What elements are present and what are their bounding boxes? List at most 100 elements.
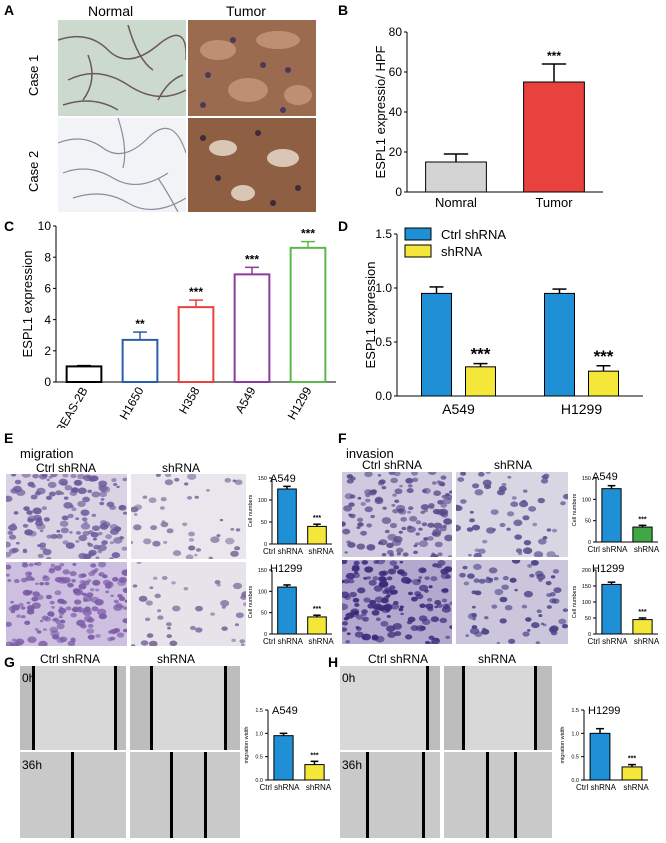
cell [481, 628, 490, 635]
cell [72, 606, 80, 612]
cell [440, 503, 448, 508]
cell [87, 530, 94, 535]
significance-label: *** [189, 285, 203, 299]
y-tick-label: 1.0 [571, 731, 579, 737]
cell [110, 594, 114, 598]
cell [397, 508, 404, 513]
cell [434, 637, 439, 642]
cell [67, 513, 74, 519]
chart-title: H1299 [270, 563, 302, 575]
cell [399, 605, 404, 609]
cell [145, 600, 153, 606]
cell [232, 479, 237, 483]
panel-g-row-36h: 36h [22, 758, 43, 772]
cell [349, 610, 359, 618]
cell [537, 497, 546, 504]
cell [122, 477, 127, 482]
x-tick-label: shRNA [308, 637, 334, 646]
cell [493, 577, 499, 581]
cell [174, 477, 180, 482]
cell [195, 605, 203, 612]
scratch-g-sh-36h [130, 752, 240, 838]
cell [25, 590, 32, 596]
cell [97, 531, 103, 536]
cell [530, 560, 539, 566]
cell [77, 474, 85, 480]
cell [486, 527, 496, 534]
cell [384, 587, 392, 593]
cell [80, 623, 87, 629]
cell [51, 605, 56, 609]
cell [548, 626, 558, 633]
y-tick-label: 100 [258, 498, 267, 504]
legend-swatch [404, 244, 432, 258]
cell [490, 509, 499, 515]
cell [105, 590, 110, 594]
cell [87, 542, 91, 546]
cell [6, 621, 12, 627]
cell [488, 567, 498, 574]
cell [401, 526, 407, 531]
cell [428, 505, 435, 510]
cell [7, 579, 12, 582]
cell [32, 507, 42, 515]
cell [65, 542, 75, 549]
y-tick-label: 100 [258, 589, 267, 595]
y-tick-label: 1.5 [375, 227, 392, 241]
transwell-invasion-sh-a549 [456, 472, 568, 557]
cell [113, 599, 119, 604]
bar [421, 292, 452, 397]
bar [523, 81, 585, 193]
cell [142, 495, 148, 499]
cell [540, 478, 549, 484]
cell [81, 592, 87, 596]
cell [241, 591, 246, 598]
cell [155, 474, 161, 477]
cell [513, 519, 523, 527]
cell [60, 619, 66, 624]
cell [6, 495, 13, 502]
cell [364, 472, 373, 478]
panel-h-row-0h: 0h [342, 671, 356, 685]
cell [14, 479, 22, 485]
cell [485, 576, 490, 580]
cell [136, 562, 142, 565]
bar [121, 338, 159, 383]
transwell-invasion-sh-h1299 [456, 560, 568, 644]
cell [342, 560, 348, 565]
cell [70, 637, 76, 641]
cell [428, 472, 437, 476]
cell [533, 551, 544, 557]
cell [161, 520, 166, 523]
cell [24, 529, 33, 536]
cell [37, 553, 44, 559]
transwell-migration-ctrl-h1299 [6, 562, 127, 646]
cell [420, 568, 426, 572]
cell [478, 548, 486, 554]
cell [164, 474, 172, 478]
cell [380, 620, 389, 627]
cell [149, 586, 154, 590]
x-tick-label: BEAS-2B [53, 385, 90, 429]
cell [393, 472, 401, 477]
cell [422, 489, 427, 493]
cell [79, 579, 86, 585]
y-tick-label: 20 [389, 145, 403, 159]
chart-d: 0.0 0.5 1.0 1.5 ESPL1 expression *** A549 *** H1… [363, 227, 643, 417]
cell [131, 506, 139, 513]
cell [363, 597, 371, 603]
cell [527, 564, 533, 568]
y-tick-label: 8 [44, 250, 51, 264]
cell [35, 562, 42, 566]
cell [467, 573, 475, 579]
cell [398, 530, 403, 534]
cell [80, 509, 90, 516]
cell [10, 488, 19, 494]
legend-label: shRNA [441, 244, 483, 259]
cell [507, 475, 512, 479]
cell [357, 496, 362, 500]
cell [122, 606, 127, 610]
cell [166, 634, 173, 639]
cell [243, 602, 246, 607]
cell [31, 602, 41, 609]
